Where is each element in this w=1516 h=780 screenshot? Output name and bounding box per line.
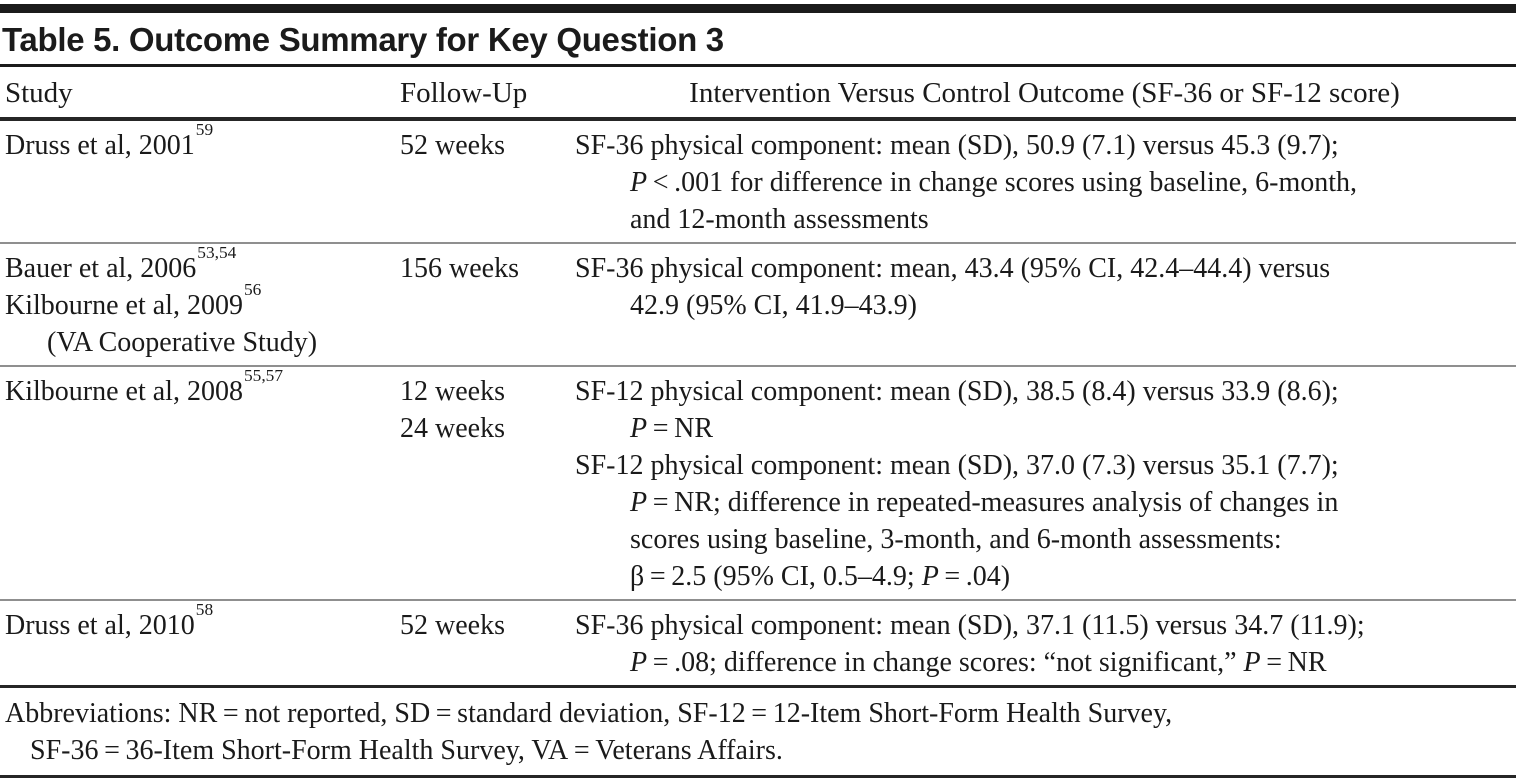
outcome-line: β = 2.5 (95% CI, 0.5–4.9; P = .04): [630, 561, 1011, 592]
followup-line: 24 weeks: [400, 413, 505, 444]
study-cell: Bauer et al, 200653,54 Kilbourne et al, 2…: [0, 242, 395, 366]
table-bottom-rule: [0, 775, 1516, 778]
table-row: Druss et al, 200159 52 weeks SF-36 physica…: [0, 119, 1516, 243]
outcome-cell: SF-36 physical component: mean (SD), 50.…: [573, 119, 1516, 243]
outcome-line: P = NR: [630, 413, 714, 444]
italic-stat-symbol: P: [630, 647, 648, 678]
italic-stat-symbol: P: [630, 487, 648, 518]
italic-stat-symbol: P: [1243, 647, 1261, 678]
outcome-line: and 12-month assessments: [630, 204, 929, 235]
column-header-followup: Follow-Up: [395, 67, 573, 121]
reference-superscript: 53,54: [197, 242, 237, 262]
study-line: Kilbourne et al, 200855,57: [5, 365, 284, 407]
abbreviations-footnote: Abbreviations: NR = not reported, SD = s…: [0, 685, 1516, 775]
column-header-outcome: Intervention Versus Control Outcome (SF-…: [573, 67, 1516, 121]
study-cell: Druss et al, 201058: [0, 599, 395, 685]
header-row: Study Follow-Up Intervention Versus Cont…: [0, 67, 1516, 121]
table-top-rule: [0, 4, 1516, 13]
table-body: Druss et al, 200159 52 weeks SF-36 physica…: [0, 119, 1516, 685]
study-line: Kilbourne et al, 200956: [5, 279, 262, 321]
outcome-line: scores using baseline, 3-month, and 6-mo…: [630, 524, 1282, 555]
study-line: Druss et al, 201058: [5, 599, 214, 641]
outcome-line: P < .001 for difference in change scores…: [630, 167, 1358, 198]
followup-cell: 52 weeks: [395, 599, 573, 685]
reference-superscript: 56: [243, 279, 262, 299]
outcome-cell: SF-36 physical component: mean (SD), 37.…: [573, 599, 1516, 685]
outcome-line: SF-12 physical component: mean (SD), 38.…: [575, 376, 1339, 407]
followup-line: 12 weeks: [400, 376, 505, 407]
outcome-line: SF-36 physical component: mean (SD), 37.…: [575, 610, 1365, 641]
followup-line: 52 weeks: [400, 610, 505, 641]
footnote-line: SF-36 = 36-Item Short-Form Health Survey…: [30, 735, 783, 766]
study-line: (VA Cooperative Study): [47, 327, 318, 358]
outcome-line: SF-12 physical component: mean (SD), 37.…: [575, 450, 1339, 481]
followup-cell: 52 weeks: [395, 119, 573, 243]
followup-line: 156 weeks: [400, 253, 519, 284]
italic-stat-symbol: P: [630, 167, 648, 198]
reference-superscript: 58: [195, 599, 214, 619]
table-row: Kilbourne et al, 200855,57 12 weeks 24 wee…: [0, 365, 1516, 600]
outcome-line: P = .08; difference in change scores: “n…: [630, 647, 1327, 678]
reference-superscript: 59: [195, 119, 214, 139]
study-cell: Kilbourne et al, 200855,57: [0, 365, 395, 600]
followup-line: 52 weeks: [400, 130, 505, 161]
outcome-line: P = NR; difference in repeated-measures …: [630, 487, 1339, 518]
outcome-cell: SF-36 physical component: mean, 43.4 (95…: [573, 242, 1516, 366]
table-header: Study Follow-Up Intervention Versus Cont…: [0, 67, 1516, 121]
table-row: Druss et al, 201058 52 weeks SF-36 physica…: [0, 599, 1516, 685]
followup-cell: 12 weeks 24 weeks: [395, 365, 573, 600]
study-cell: Druss et al, 200159: [0, 119, 395, 243]
title-divider-rule: [0, 64, 1516, 67]
outcome-line: 42.9 (95% CI, 41.9–43.9): [630, 290, 917, 321]
footnote-line: Abbreviations: NR = not reported, SD = s…: [5, 698, 1173, 729]
outcome-summary-table: Study Follow-Up Intervention Versus Cont…: [0, 67, 1516, 685]
column-header-study: Study: [0, 67, 395, 121]
table-row: Bauer et al, 200653,54 Kilbourne et al, 2…: [0, 242, 1516, 366]
table-title: Table 5. Outcome Summary for Key Questio…: [2, 21, 724, 58]
italic-stat-symbol: P: [921, 561, 939, 592]
outcome-line: SF-36 physical component: mean (SD), 50.…: [575, 130, 1339, 161]
outcome-line: SF-36 physical component: mean, 43.4 (95…: [575, 253, 1331, 284]
study-line: Druss et al, 200159: [5, 119, 214, 161]
outcome-cell: SF-12 physical component: mean (SD), 38.…: [573, 365, 1516, 600]
italic-stat-symbol: P: [630, 413, 648, 444]
study-line: Bauer et al, 200653,54: [5, 242, 237, 284]
reference-superscript: 55,57: [243, 365, 284, 385]
followup-cell: 156 weeks: [395, 242, 573, 366]
